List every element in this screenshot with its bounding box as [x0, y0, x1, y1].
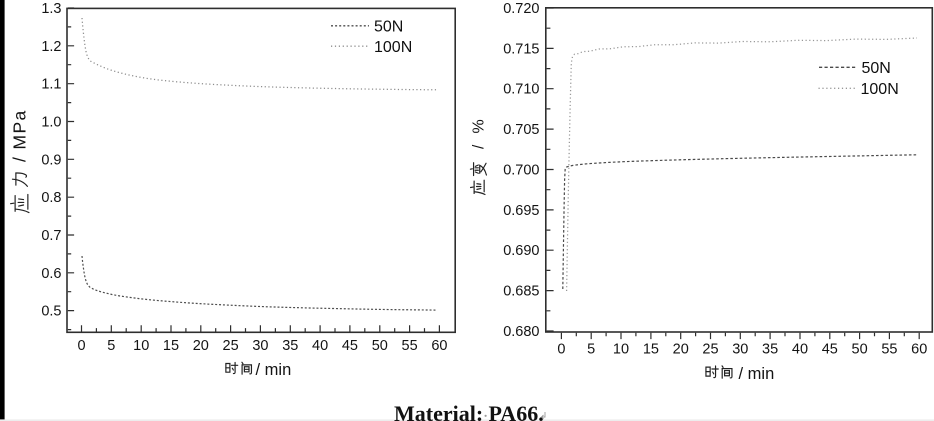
- svg-text:100N: 100N: [861, 81, 899, 98]
- svg-text:60: 60: [911, 342, 927, 358]
- svg-text:20: 20: [673, 342, 689, 358]
- svg-text:50: 50: [852, 342, 868, 358]
- svg-text:/ min: / min: [256, 361, 292, 379]
- svg-text:0: 0: [77, 338, 85, 354]
- svg-text:0.7: 0.7: [41, 228, 61, 244]
- svg-text:20: 20: [193, 338, 209, 354]
- svg-text:35: 35: [282, 338, 298, 354]
- svg-text:50: 50: [372, 338, 388, 354]
- svg-text:1.0: 1.0: [41, 115, 61, 131]
- svg-text:55: 55: [402, 338, 418, 354]
- svg-text:10: 10: [133, 338, 149, 354]
- svg-text:30: 30: [252, 338, 268, 354]
- svg-text:MPa: MPa: [10, 109, 30, 149]
- svg-text:0.700: 0.700: [503, 163, 539, 179]
- svg-text:/: /: [10, 157, 30, 162]
- svg-text:50N: 50N: [374, 19, 403, 36]
- svg-text:0.715: 0.715: [503, 41, 539, 57]
- svg-text:0.720: 0.720: [503, 1, 539, 17]
- svg-text:45: 45: [822, 342, 838, 358]
- svg-text:60: 60: [431, 338, 447, 354]
- svg-text:%: %: [471, 119, 488, 133]
- svg-text:0.5: 0.5: [41, 304, 61, 320]
- svg-text:0.9: 0.9: [41, 152, 61, 168]
- svg-text:0.8: 0.8: [41, 190, 61, 206]
- svg-text:0.710: 0.710: [503, 82, 539, 98]
- svg-text:5: 5: [587, 342, 595, 358]
- svg-text:0.685: 0.685: [503, 284, 539, 300]
- svg-text:25: 25: [223, 338, 239, 354]
- svg-text:1.1: 1.1: [41, 77, 61, 93]
- svg-text:100N: 100N: [374, 39, 412, 56]
- svg-text:25: 25: [702, 342, 718, 358]
- svg-text:0.695: 0.695: [503, 203, 539, 219]
- svg-text:40: 40: [312, 338, 328, 354]
- svg-text:1.3: 1.3: [41, 1, 61, 17]
- svg-text:PA66.: PA66.: [489, 401, 544, 421]
- svg-text:0.6: 0.6: [41, 266, 61, 282]
- svg-text:45: 45: [342, 338, 358, 354]
- svg-text:15: 15: [163, 338, 179, 354]
- svg-text:/: /: [471, 144, 488, 149]
- svg-text:40: 40: [792, 342, 808, 358]
- svg-text:0.680: 0.680: [503, 324, 539, 340]
- svg-text:50N: 50N: [862, 60, 891, 77]
- svg-text:0.690: 0.690: [503, 243, 539, 259]
- svg-text:1.2: 1.2: [41, 39, 61, 55]
- svg-text:/ min: / min: [739, 365, 775, 383]
- svg-text:55: 55: [881, 342, 897, 358]
- svg-text:10: 10: [613, 342, 629, 358]
- svg-text:30: 30: [732, 342, 748, 358]
- svg-text:0.705: 0.705: [503, 122, 539, 138]
- svg-text:15: 15: [643, 342, 659, 358]
- svg-text:5: 5: [107, 338, 115, 354]
- svg-text:35: 35: [762, 342, 778, 358]
- svg-text:0: 0: [557, 342, 565, 358]
- svg-text:Material:: Material:: [394, 401, 483, 421]
